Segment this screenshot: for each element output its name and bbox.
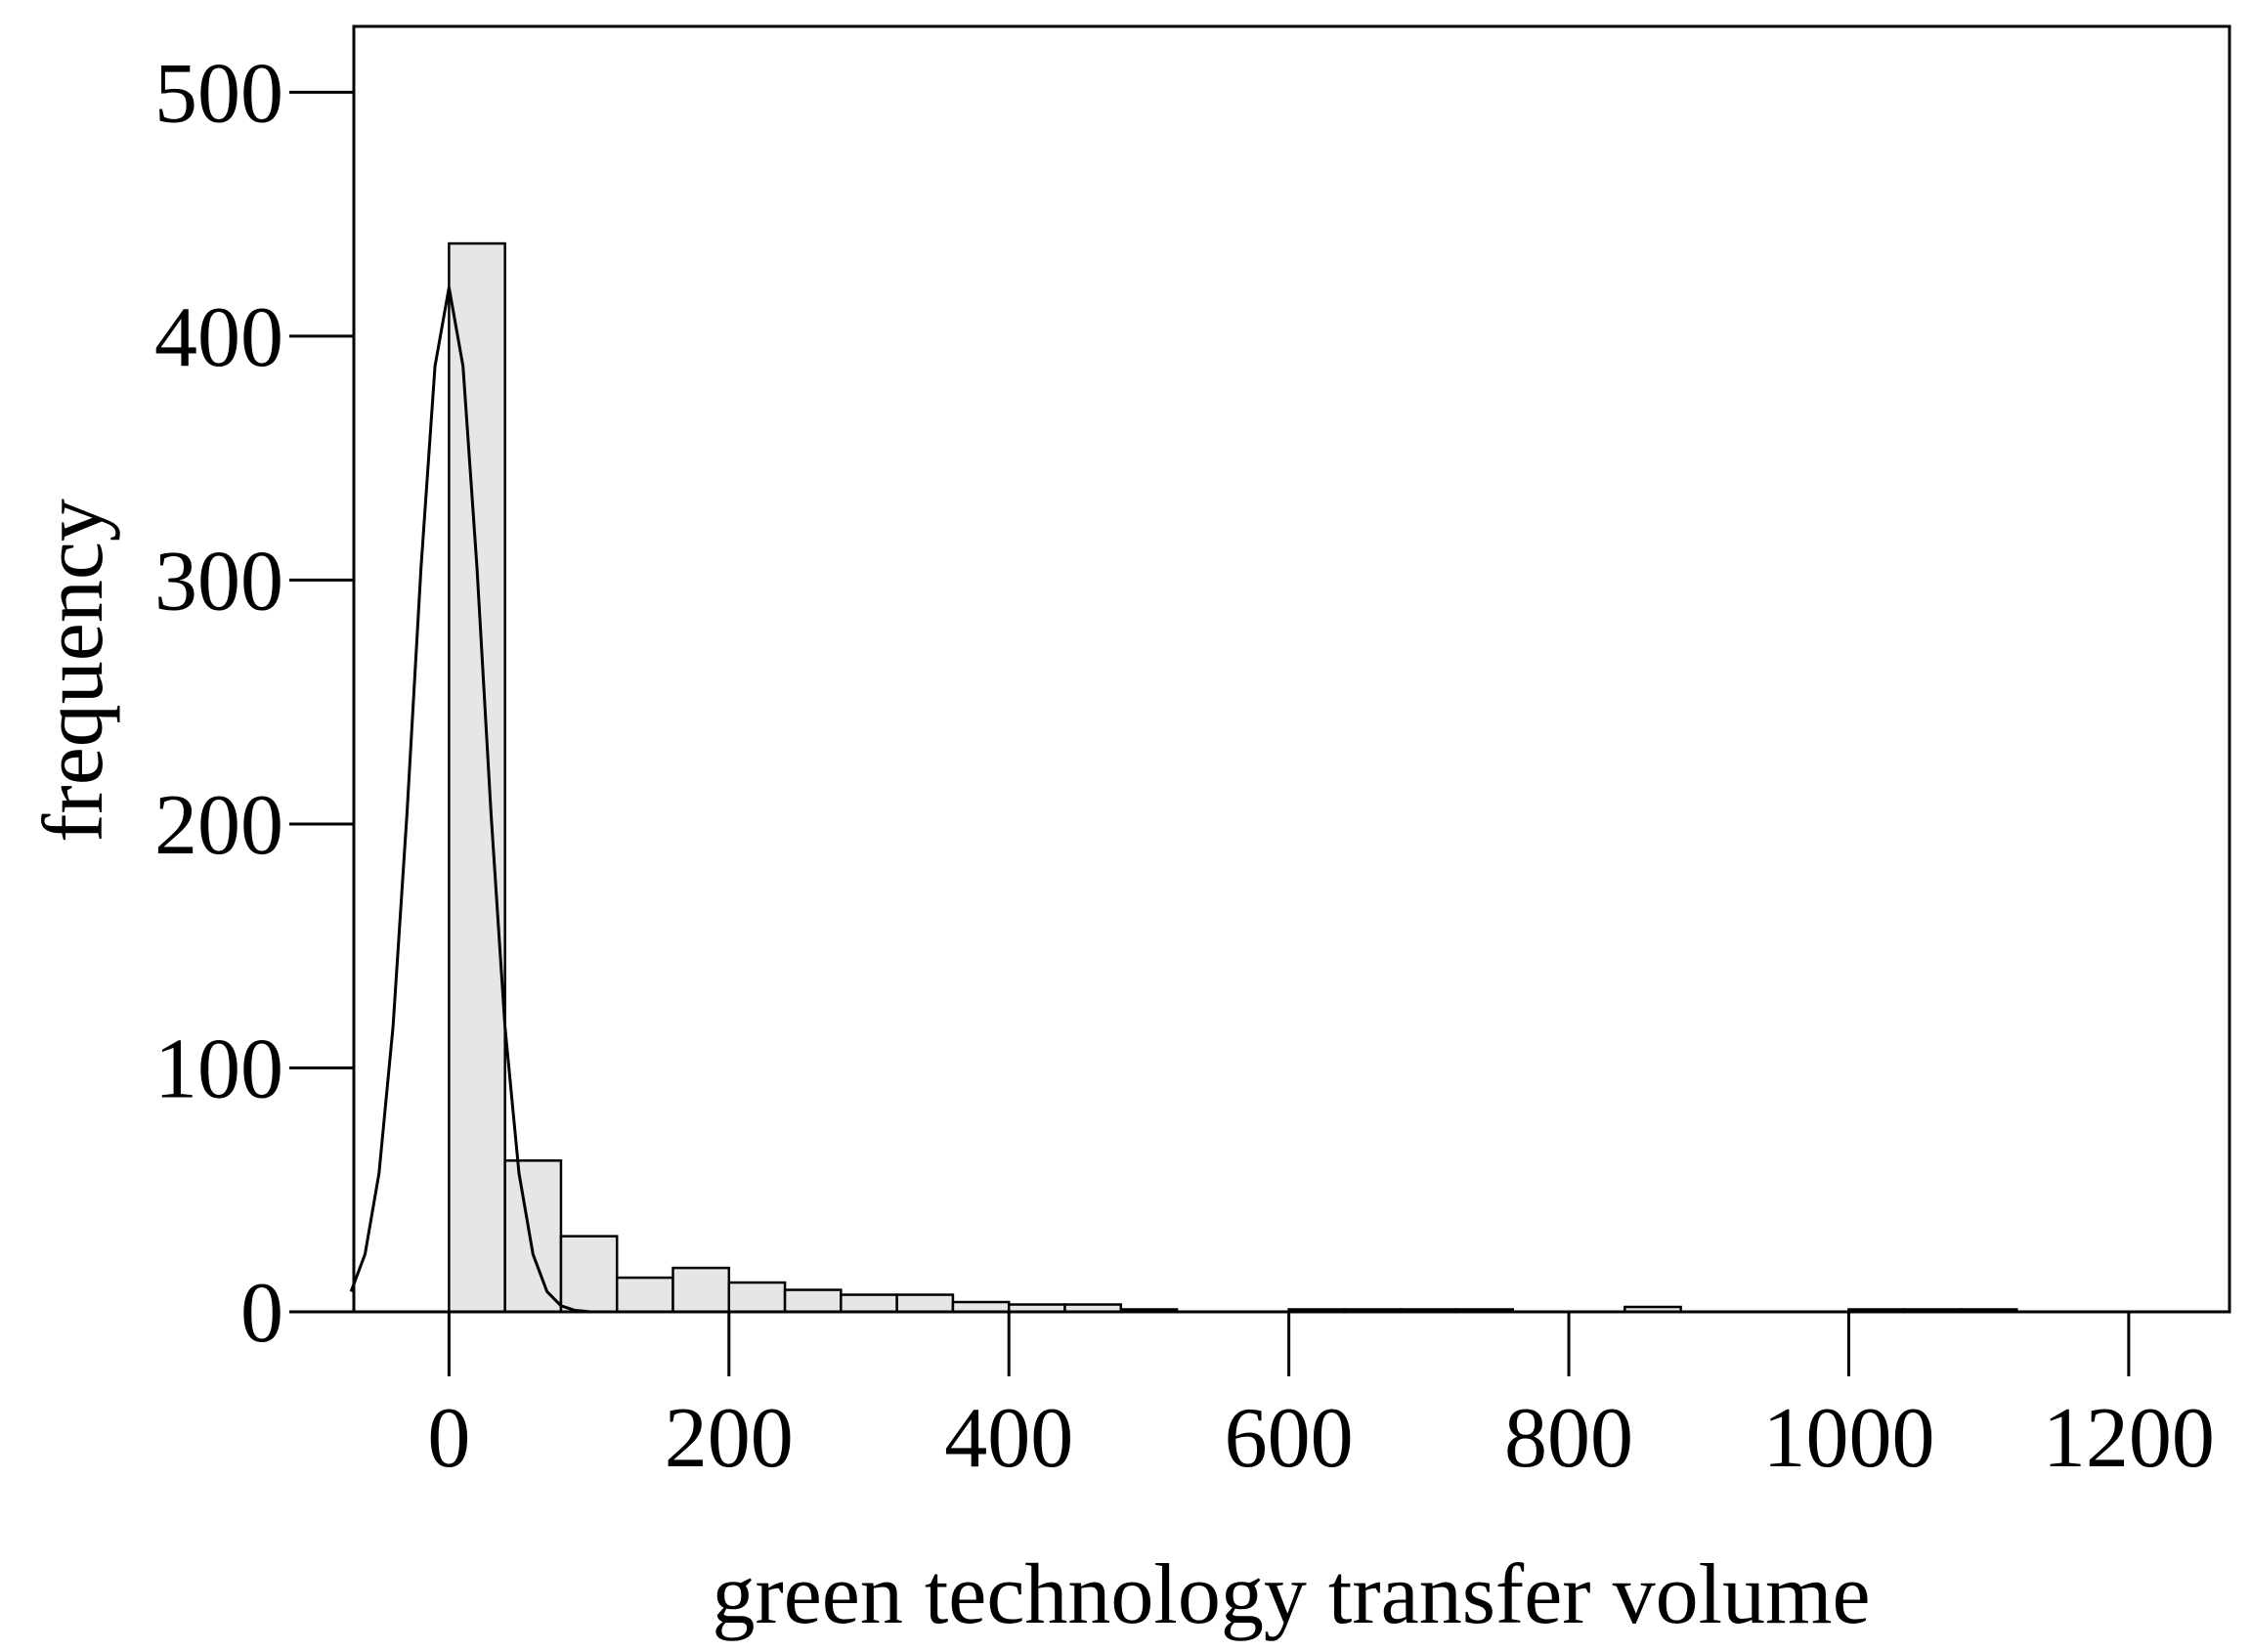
bar: [671, 1266, 731, 1314]
x-tick-label: 400: [944, 1391, 1073, 1486]
y-tick-label: 200: [154, 778, 283, 873]
y-tick-label: 400: [154, 290, 283, 385]
bar: [615, 1276, 674, 1314]
y-axis-label: frequency: [26, 499, 121, 843]
y-tick-label: 500: [154, 46, 283, 141]
bar: [840, 1293, 898, 1314]
x-axis-label: green technology transfer volume: [712, 1547, 1870, 1642]
bar: [895, 1293, 955, 1314]
x-tick-label: 800: [1504, 1391, 1633, 1486]
normal-curve: [349, 286, 589, 1314]
x-tick-label: 0: [427, 1391, 470, 1486]
x-tick-label: 600: [1225, 1391, 1354, 1486]
bar: [727, 1281, 787, 1314]
bar: [448, 241, 506, 1314]
x-tick-label: 1000: [1762, 1391, 1934, 1486]
bar: [503, 1159, 563, 1314]
bar: [559, 1235, 619, 1314]
y-tick-label: 0: [240, 1266, 283, 1361]
bar: [783, 1288, 843, 1314]
y-tick-label: 300: [154, 534, 283, 629]
plot-frame: [352, 24, 2231, 1314]
x-tick-label: 1200: [2043, 1391, 2215, 1486]
y-tick-label: 100: [154, 1022, 283, 1116]
x-tick-label: 200: [665, 1391, 794, 1486]
